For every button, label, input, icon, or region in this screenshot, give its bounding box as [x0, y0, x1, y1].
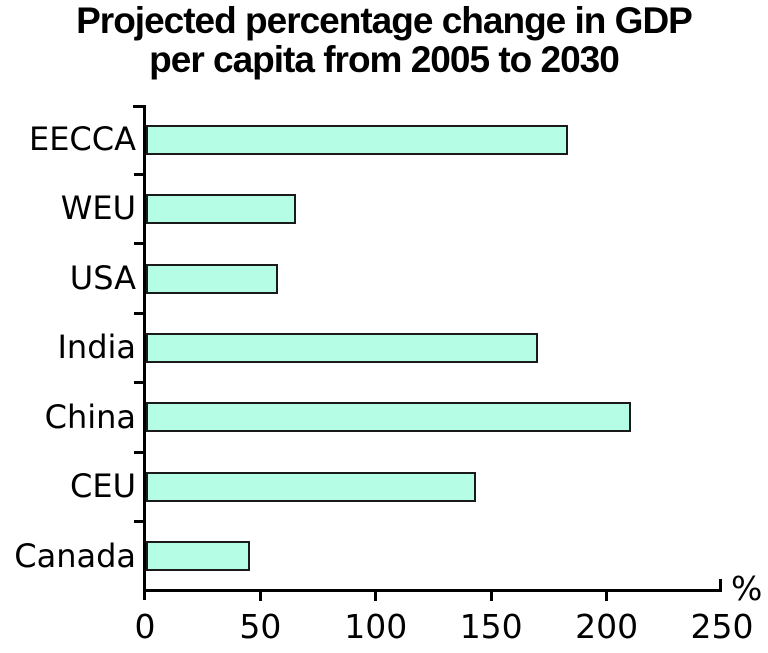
- y-axis-top-cap: [133, 105, 146, 108]
- chart-title: Projected percentage change in GDP per c…: [0, 1, 768, 79]
- x-axis-tick: [258, 592, 262, 601]
- x-axis-tick-label: 150: [459, 607, 523, 646]
- x-axis-tick-label: 50: [239, 607, 282, 646]
- bar-china: [146, 402, 631, 433]
- y-axis-tick: [134, 450, 143, 454]
- x-axis-tick-label: 0: [134, 607, 156, 646]
- x-axis-line: [143, 589, 722, 592]
- category-label-eecca: EECCA: [28, 120, 136, 158]
- x-axis-unit-label: %: [731, 569, 763, 608]
- category-label-china: China: [44, 397, 136, 436]
- x-axis-tick: [489, 592, 493, 601]
- x-axis-tick-label: 200: [575, 607, 639, 646]
- bar-weu: [146, 194, 297, 225]
- y-axis-tick: [134, 381, 143, 385]
- bar-india: [146, 333, 539, 363]
- x-axis-end-cap: [719, 579, 722, 592]
- chart-title-line1: Projected percentage change in GDP: [76, 0, 693, 41]
- category-label-india: India: [57, 328, 136, 367]
- y-axis-line: [143, 105, 146, 600]
- category-label-weu: WEU: [60, 189, 136, 228]
- bar-usa: [146, 263, 278, 294]
- x-axis-tick-label: 100: [344, 607, 408, 646]
- category-label-ceu: CEU: [70, 467, 136, 506]
- y-axis-tick: [134, 520, 143, 524]
- category-label-usa: USA: [69, 258, 136, 297]
- y-axis-tick: [134, 172, 143, 176]
- y-axis-tick: [134, 311, 143, 315]
- bar-canada: [146, 541, 250, 572]
- x-axis-tick-label: 250: [690, 607, 754, 646]
- x-axis-tick: [374, 592, 378, 601]
- bar-ceu: [146, 471, 477, 502]
- chart-title-line2: per capita from 2005 to 2030: [149, 39, 620, 80]
- category-label-canada: Canada: [14, 536, 136, 575]
- bar-eecca: [146, 124, 569, 155]
- y-axis-tick: [134, 242, 143, 246]
- x-axis-tick: [605, 592, 609, 601]
